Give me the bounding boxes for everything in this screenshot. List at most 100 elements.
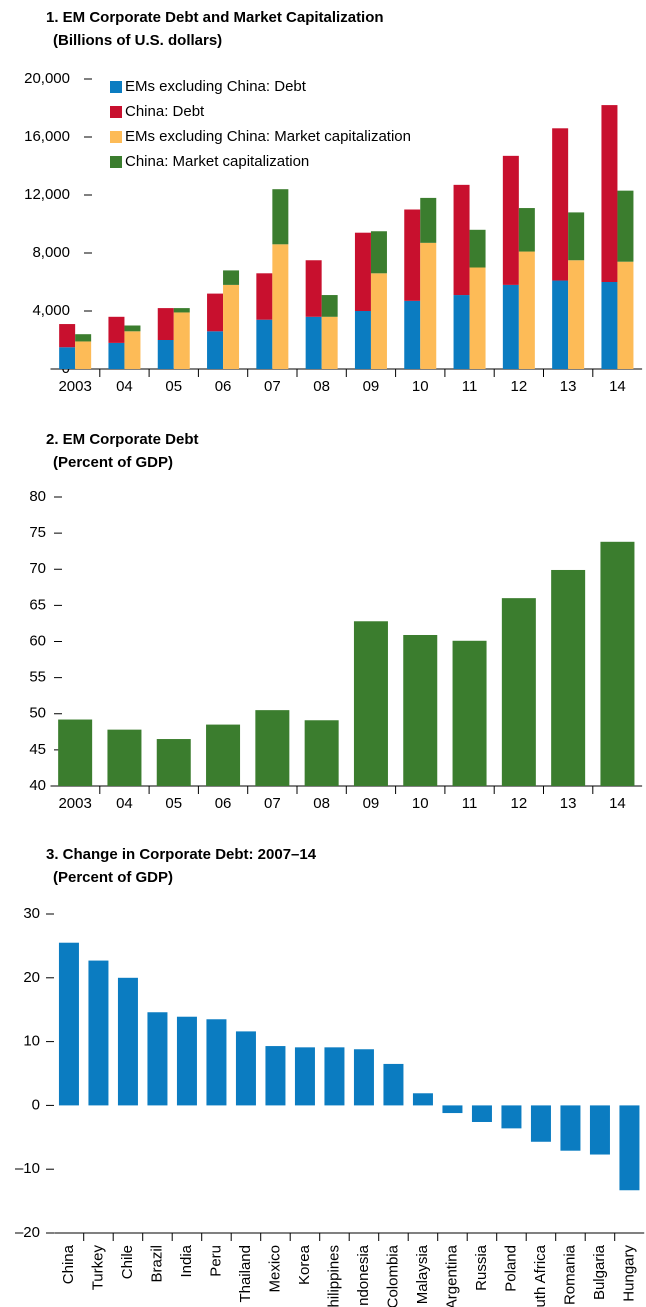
bar-segment [453, 295, 470, 369]
x-tick-label: Colombia [384, 1244, 401, 1307]
x-tick-label: 12 [511, 795, 528, 812]
x-tick-label: 04 [116, 795, 133, 812]
bar-segment [75, 334, 92, 342]
legend-swatch [110, 131, 122, 143]
bar-segment [207, 331, 224, 369]
bar [452, 640, 487, 786]
bar-segment [207, 293, 224, 332]
x-tick-label: Brazil [148, 1245, 165, 1283]
bar-segment [469, 267, 486, 369]
x-tick-label: Turkey [89, 1245, 106, 1291]
bar [471, 1105, 492, 1122]
bar-segment [59, 324, 76, 348]
x-tick-label: 13 [560, 795, 577, 812]
bar [551, 569, 586, 786]
bar-segment [223, 270, 240, 285]
bar [412, 1093, 433, 1106]
x-tick-label: China [60, 1244, 77, 1284]
x-tick-label: Chile [119, 1245, 136, 1279]
bar [58, 942, 79, 1106]
x-tick-label: 04 [116, 378, 133, 395]
x-tick-label: 08 [313, 795, 330, 812]
bar-segment [518, 251, 535, 369]
bar-segment [601, 105, 618, 282]
chart-title: 2. EM Corporate Debt [46, 431, 199, 448]
y-tick-label: 45 [29, 741, 46, 758]
bar-segment [173, 308, 190, 313]
x-tick-label: 06 [215, 378, 232, 395]
bar-segment [59, 347, 76, 369]
bar-segment [518, 208, 535, 252]
legend-label: EMs excluding China: Market capitalizati… [125, 128, 411, 145]
x-tick-label: 05 [165, 378, 182, 395]
bar [176, 1016, 197, 1106]
bar-segment [370, 231, 387, 274]
y-tick-label: 20 [23, 969, 40, 986]
chart-subtitle: (Percent of GDP) [53, 454, 173, 471]
x-tick-label: Peru [207, 1245, 224, 1277]
x-tick-label: Mexico [266, 1245, 283, 1293]
bar-segment [173, 312, 190, 369]
bar [353, 1049, 374, 1106]
bar [88, 960, 109, 1106]
y-tick-label: –20 [15, 1224, 40, 1241]
bar-segment [256, 319, 273, 369]
bar-segment [568, 260, 585, 369]
x-tick-label: Thailand [237, 1245, 254, 1303]
bar-segment [617, 190, 634, 262]
bar-segment [502, 284, 519, 369]
chart-title: 3. Change in Corporate Debt: 2007–14 [46, 846, 317, 863]
x-tick-label: 2003 [58, 378, 91, 395]
bar [353, 621, 388, 786]
bar [294, 1047, 315, 1106]
bar [235, 1031, 256, 1106]
bar-segment [305, 260, 322, 317]
bar [560, 1105, 581, 1151]
x-tick-label: 14 [609, 795, 626, 812]
bar-segment [469, 229, 486, 268]
bar-segment [354, 232, 371, 311]
x-tick-label: Russia [473, 1244, 490, 1291]
bar [255, 710, 290, 786]
y-tick-label: 8,000 [32, 244, 70, 261]
bar-segment [601, 282, 618, 369]
y-tick-label: 20,000 [24, 70, 70, 87]
y-tick-label: 70 [29, 560, 46, 577]
bar [403, 634, 438, 786]
bar [589, 1105, 610, 1155]
bar [265, 1046, 286, 1106]
x-tick-label: Romania [561, 1244, 578, 1305]
bar-segment [321, 316, 338, 369]
chart-subtitle: (Percent of GDP) [53, 869, 173, 886]
bar [530, 1105, 551, 1142]
x-tick-label: 2003 [58, 795, 91, 812]
y-tick-label: 0 [32, 1096, 40, 1113]
bar-segment [552, 280, 569, 369]
bar-segment [157, 308, 174, 340]
x-tick-label: Argentina [443, 1244, 460, 1307]
x-tick-label: 11 [462, 795, 478, 812]
y-tick-label: 10 [23, 1033, 40, 1050]
x-tick-label: 14 [609, 378, 626, 395]
y-tick-label: 16,000 [24, 128, 70, 145]
bar-segment [305, 316, 322, 369]
x-tick-label: 11 [462, 378, 478, 395]
bar-segment [420, 197, 437, 243]
bar-segment [370, 273, 387, 369]
y-tick-label: 50 [29, 705, 46, 722]
x-tick-label: Philippines [325, 1245, 342, 1307]
bar-segment [617, 261, 634, 369]
bar [442, 1105, 463, 1114]
x-tick-label: 05 [165, 795, 182, 812]
bar [304, 720, 339, 786]
x-tick-label: 13 [560, 378, 577, 395]
bar [147, 1012, 168, 1106]
x-tick-label: 09 [363, 378, 380, 395]
bar [58, 719, 93, 786]
bar-segment [108, 342, 125, 369]
x-tick-label: 09 [363, 795, 380, 812]
bar-segment [124, 331, 141, 369]
bar-segment [272, 189, 289, 245]
bar-segment [404, 300, 421, 369]
